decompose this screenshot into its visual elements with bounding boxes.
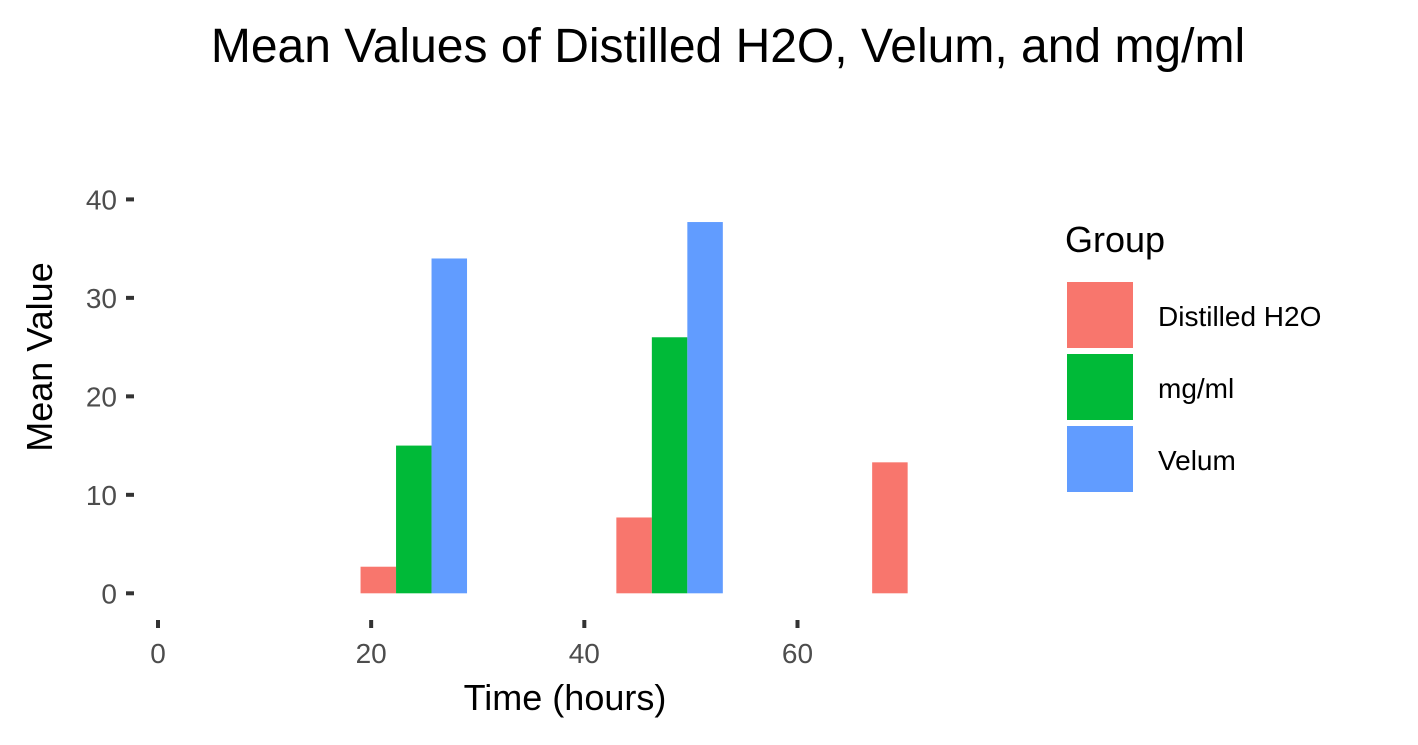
y-tick-label: 20 — [86, 381, 117, 412]
bars-group — [360, 222, 908, 594]
bar-mg-ml-48 — [651, 337, 688, 594]
legend: Group Distilled H2O mg/ml Velum — [1065, 219, 1321, 494]
legend-title: Group — [1065, 219, 1165, 260]
y-axis: 0 10 20 30 40 — [86, 184, 134, 609]
x-axis-title: Time (hours) — [464, 677, 667, 718]
legend-swatch — [1065, 280, 1135, 350]
chart-title: Mean Values of Distilled H2O, Velum, and… — [211, 20, 1245, 73]
x-axis: 0 20 40 60 — [150, 620, 813, 669]
bar-distilled-h2o-48 — [616, 517, 652, 594]
bar-mg-ml-24 — [396, 445, 432, 594]
bar-velum-48 — [687, 222, 723, 594]
x-tick-label: 60 — [782, 638, 813, 669]
bar-distilled-h2o-72 — [872, 462, 908, 594]
y-axis-title: Mean Value — [19, 262, 60, 451]
legend-label: mg/ml — [1158, 373, 1234, 404]
y-tick-label: 10 — [86, 480, 117, 511]
y-tick-label: 0 — [101, 578, 117, 609]
legend-items: Distilled H2O mg/ml Velum — [1065, 280, 1321, 494]
bar-distilled-h2o-24 — [360, 566, 397, 594]
legend-label: Velum — [1158, 445, 1236, 476]
legend-swatch — [1065, 424, 1135, 494]
x-tick-label: 20 — [356, 638, 387, 669]
legend-swatch — [1065, 352, 1135, 422]
x-tick-label: 40 — [569, 638, 600, 669]
legend-label: Distilled H2O — [1158, 301, 1321, 332]
y-tick-label: 30 — [86, 283, 117, 314]
y-tick-label: 40 — [86, 184, 117, 215]
x-tick-label: 0 — [150, 638, 166, 669]
bar-velum-24 — [431, 258, 468, 594]
